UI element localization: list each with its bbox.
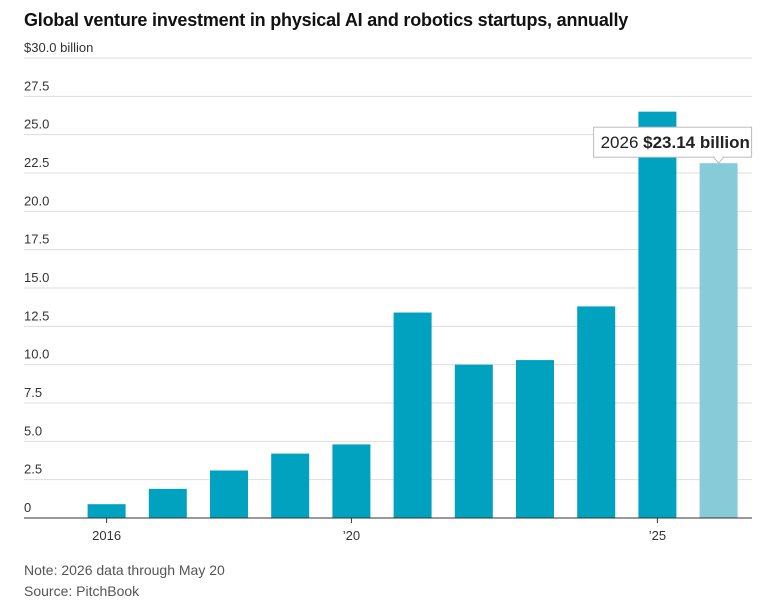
x-tick-label: 2016 (92, 528, 121, 543)
bar-2025 (638, 111, 677, 519)
bar-chart: 0 2.5 5.0 7.5 10.0 12.5 15.0 17.5 20.0 22.5 25.0 27… (24, 40, 753, 543)
bar-2026 (699, 163, 738, 518)
x-tick-label: ’20 (343, 528, 360, 543)
y-tick-label: 20.0 (24, 193, 49, 208)
y-tick-label: 2.5 (24, 462, 42, 477)
tooltip-year: 2026 (601, 133, 644, 152)
bar-2019 (271, 453, 310, 518)
bar-2021 (393, 312, 432, 518)
chart-title: Global venture investment in physical AI… (24, 10, 629, 30)
y-tick-label: $30.0 billion (24, 40, 93, 55)
y-tick-label: 15.0 (24, 270, 49, 285)
bar-2016 (87, 504, 126, 518)
y-tick-label: 0 (24, 500, 31, 515)
y-tick-label: 5.0 (24, 423, 42, 438)
y-tick-label: 17.5 (24, 232, 49, 247)
y-tick-label: 25.0 (24, 117, 49, 132)
x-axis-labels: 2016 ’20 ’25 (92, 518, 666, 543)
y-axis-labels: 0 2.5 5.0 7.5 10.0 12.5 15.0 17.5 20.0 22.5 25.0 27… (24, 40, 93, 515)
highlight-tooltip: 2026 $23.14 billion (593, 126, 753, 164)
y-tick-label: 12.5 (24, 308, 49, 323)
note-text: Note: 2026 data through May 20 (24, 562, 225, 578)
y-tick-label: 10.0 (24, 347, 49, 362)
bar-2022 (454, 364, 493, 518)
x-tick-label: ’25 (649, 528, 666, 543)
source-text: Source: PitchBook (24, 583, 140, 599)
bar-2020 (332, 444, 371, 518)
y-tick-label: 7.5 (24, 385, 42, 400)
bar-2024 (577, 306, 616, 518)
y-tick-label: 27.5 (24, 78, 49, 93)
y-tick-label: 22.5 (24, 155, 49, 170)
bar-2018 (210, 470, 248, 518)
bars (87, 111, 738, 519)
bar-2017 (148, 488, 187, 518)
tooltip-text: 2026 $23.14 billion (601, 133, 750, 152)
tooltip-value: $23.14 billion (643, 133, 750, 152)
bar-2023 (516, 360, 554, 518)
chart-notes: Note: 2026 data through May 20 Source: P… (24, 560, 225, 602)
tooltip-box (593, 126, 753, 158)
